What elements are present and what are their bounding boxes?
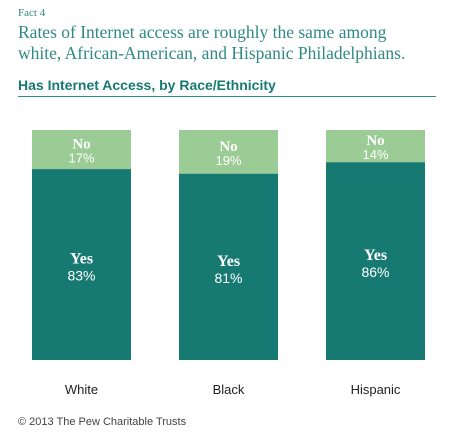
no-value-label: 17% [68, 151, 94, 166]
bar-no-hispanic [326, 130, 425, 163]
yes-series-label: Yes [70, 251, 93, 268]
no-series-label: No [366, 133, 384, 149]
copyright-footer: © 2013 The Pew Charitable Trusts [18, 416, 187, 428]
yes-series-label: Yes [217, 253, 240, 270]
bar-yes-hispanic [326, 162, 425, 360]
fact-label: Fact 4 [18, 7, 46, 19]
no-series-label: No [219, 139, 237, 155]
yes-series-label: Yes [364, 247, 387, 264]
no-series-label: No [72, 137, 90, 153]
headline-line-2: white, African-American, and Hispanic Ph… [18, 43, 406, 63]
category-label: Black [213, 382, 245, 397]
bar-yes-black [179, 173, 278, 360]
category-label: White [65, 382, 98, 397]
yes-value-label: 81% [214, 270, 242, 286]
yes-value-label: 86% [361, 264, 389, 280]
category-label: Hispanic [351, 382, 401, 397]
bar-no-white [32, 130, 131, 170]
no-value-label: 14% [362, 147, 388, 162]
chart-subtitle: Has Internet Access, by Race/Ethnicity [18, 77, 276, 93]
title-divider [18, 96, 436, 97]
headline: Rates of Internet access are roughly the… [18, 22, 448, 64]
headline-line-1: Rates of Internet access are roughly the… [18, 22, 387, 42]
yes-value-label: 83% [67, 268, 95, 284]
bar-yes-white [32, 169, 131, 360]
bar-no-black [179, 130, 278, 174]
no-value-label: 19% [215, 153, 241, 168]
